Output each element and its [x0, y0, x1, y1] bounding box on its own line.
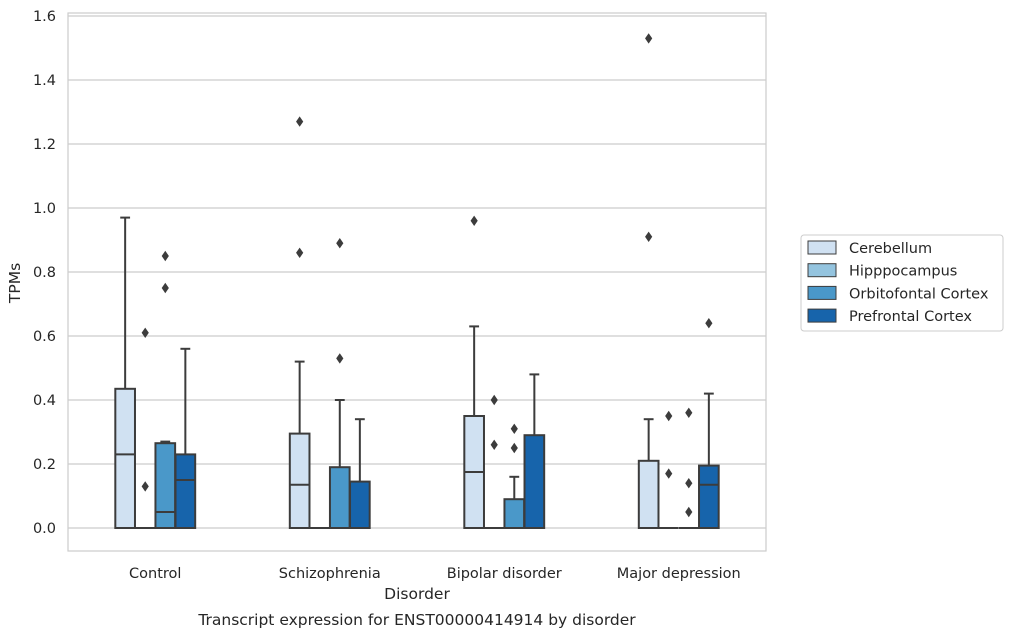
x-tick-label: Schizophrenia: [279, 566, 381, 582]
legend-label: Cerebellum: [849, 241, 932, 257]
legend-item: Hipppocampus: [807, 263, 957, 280]
outlier-point: [685, 506, 693, 518]
plot-frame: [67, 12, 767, 552]
box-0-3: [637, 33, 660, 529]
legend-swatch: [807, 263, 837, 278]
y-tick-label: 1.2: [33, 137, 56, 153]
outlier-point: [296, 247, 304, 258]
outlier-point: [296, 116, 304, 127]
outlier-point: [141, 327, 149, 338]
y-axis-title: TPMs: [6, 263, 24, 304]
outlier-point: [490, 439, 498, 450]
box-0-2: [463, 215, 485, 529]
y-tick-label: 1.6: [33, 9, 56, 25]
outlier-point: [161, 282, 169, 294]
x-tick-label: Bipolar disorder: [447, 566, 562, 582]
legend-label: Hipppocampus: [849, 264, 957, 280]
x-tick-label: Control: [129, 566, 181, 582]
legend-frame: [800, 234, 1004, 332]
box-2-1: [328, 238, 351, 530]
outlier-point: [645, 33, 653, 44]
box-3-0: [174, 347, 197, 529]
legend-swatch: [807, 240, 837, 255]
outlier-point: [490, 394, 498, 406]
box-body: [698, 464, 720, 530]
legend-item: Prefrontal Cortex: [807, 308, 972, 325]
outlier-point: [645, 231, 653, 242]
outlier-point: [665, 410, 673, 422]
box-body: [174, 453, 197, 529]
box-3-3: [698, 318, 720, 530]
box-1-0: [135, 327, 156, 529]
y-tick-label: 0.2: [33, 457, 56, 473]
box-1-2: [484, 394, 505, 529]
legend-swatch: [807, 308, 837, 323]
outlier-point: [665, 468, 673, 479]
box-2-3: [678, 407, 699, 529]
legend-label: Prefrontal Cortex: [849, 309, 972, 325]
box-0-1: [288, 116, 311, 530]
box-3-2: [523, 373, 546, 530]
legend-item: Orbitofontal Cortex: [807, 285, 989, 302]
box-0-0: [114, 216, 136, 529]
outlier-point: [336, 353, 344, 364]
y-tick-label: 0.0: [33, 521, 56, 537]
outlier-point: [470, 215, 478, 226]
box-1-3: [658, 410, 679, 529]
box-body: [637, 459, 660, 529]
box-body: [503, 498, 526, 530]
x-axis-ticks: Control Schizophrenia Bipolar disorder Majo…: [129, 566, 741, 582]
legend-label: Orbitofontal Cortex: [849, 286, 989, 302]
outlier-point: [510, 423, 518, 434]
outlier-point: [336, 238, 344, 249]
outlier-point: [161, 250, 169, 262]
box-body: [288, 432, 311, 530]
outlier-point: [141, 481, 149, 492]
x-axis-title: Disorder: [384, 585, 450, 603]
legend-swatch: [807, 285, 837, 300]
chart-caption: Transcript expression for ENST0000041491…: [197, 611, 636, 629]
box-series: [114, 33, 720, 530]
y-tick-label: 1.0: [33, 201, 56, 217]
box-body: [349, 480, 371, 530]
x-tick-label: Major depression: [617, 566, 741, 582]
y-tick-label: 0.8: [33, 265, 56, 281]
box-body: [523, 434, 546, 530]
y-axis-ticks: 0.0 0.2 0.4 0.6 0.8 1.0 1.2 1.4 1.6: [33, 9, 56, 537]
box-body: [328, 466, 351, 530]
outlier-point: [685, 407, 693, 418]
box-3-1: [349, 418, 371, 530]
legend: Cerebellum Hipppocampus Orbitofontal Corte…: [800, 234, 1004, 332]
outlier-point: [685, 478, 693, 489]
box-2-0: [154, 250, 177, 530]
y-tick-label: 0.4: [33, 393, 56, 409]
outlier-point: [510, 442, 518, 454]
box-body: [154, 442, 177, 530]
box-2-2: [503, 423, 526, 530]
y-tick-label: 1.4: [33, 73, 56, 89]
outlier-point: [705, 318, 713, 329]
box-body: [114, 387, 136, 529]
legend-item: Cerebellum: [807, 240, 932, 257]
y-tick-label: 0.6: [33, 329, 56, 345]
